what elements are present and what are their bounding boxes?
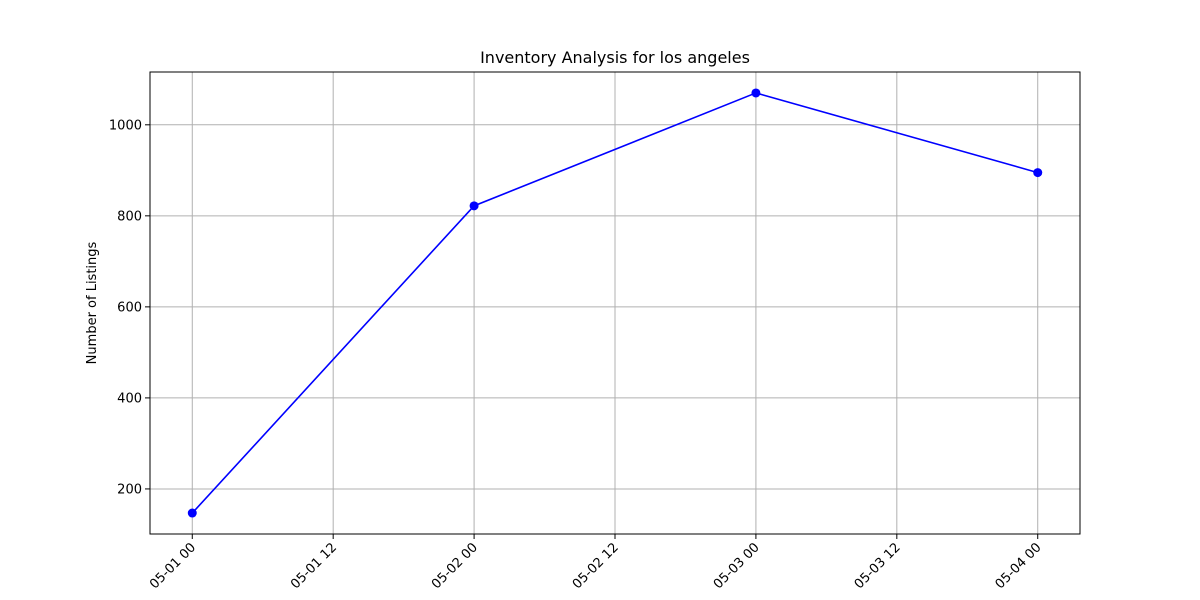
- data-point: [187, 508, 197, 518]
- y-axis: 200 400 600 800 1000: [109, 118, 150, 497]
- data-point: [751, 88, 761, 98]
- y-tick-label: 800: [117, 209, 142, 224]
- y-tick-label: 200: [117, 482, 142, 497]
- chart-title: Inventory Analysis for los angeles: [480, 48, 750, 67]
- data-point: [1033, 168, 1043, 178]
- series-layer: [187, 88, 1043, 518]
- y-tick-label: 600: [117, 300, 142, 315]
- y-tick-label: 1000: [109, 118, 142, 133]
- y-tick-label: 400: [117, 391, 142, 406]
- data-point: [469, 201, 479, 211]
- series-line: [191, 92, 1038, 514]
- grid: [150, 72, 1080, 534]
- y-axis-label: Number of Listings: [85, 241, 100, 364]
